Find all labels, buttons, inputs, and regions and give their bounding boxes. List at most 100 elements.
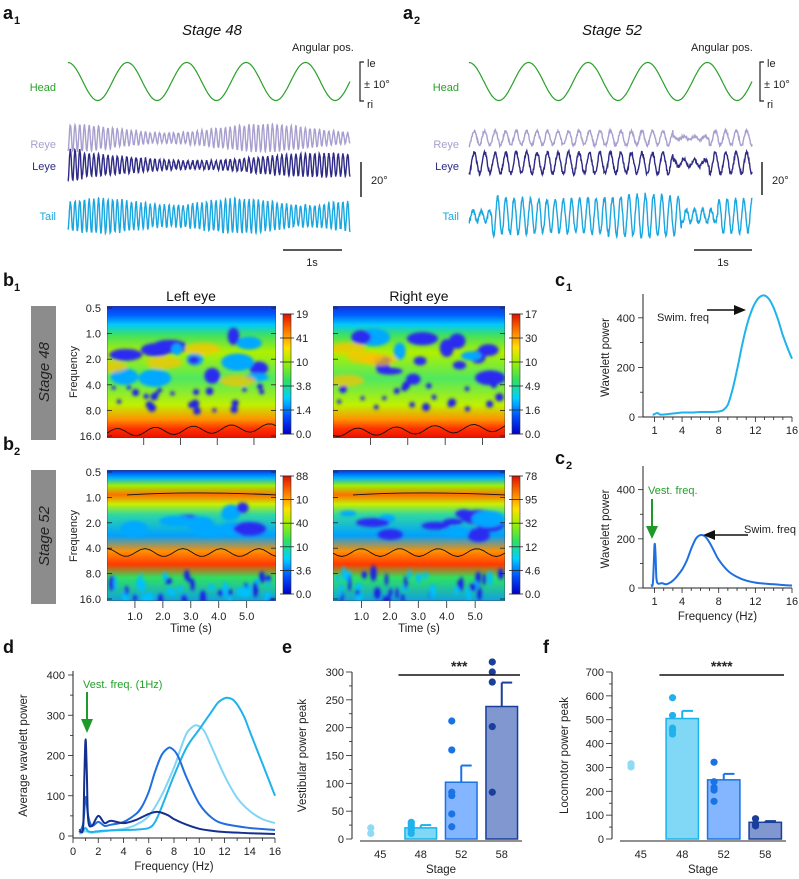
colorbar-label: 3.6 <box>296 565 311 577</box>
colorbar-label: 0.0 <box>525 589 540 601</box>
panel-label-e: e <box>282 637 292 657</box>
heatmap-blob <box>222 581 228 597</box>
xtick-label: 0 <box>70 846 76 858</box>
annotation-vest-freq-1hz: Vest. freq. (1Hz) <box>83 679 162 691</box>
ytick-label: 300 <box>586 762 604 774</box>
heatmap-blob <box>141 593 148 601</box>
heatmap-blob <box>233 521 267 536</box>
heatmap-blob <box>404 575 408 590</box>
data-point <box>710 758 718 766</box>
ytick-label: 200 <box>617 362 635 374</box>
panel-sub-c1: 1 <box>566 282 572 294</box>
heatmap-blob <box>167 586 173 596</box>
ytick-label: 2.0 <box>86 354 101 366</box>
trace-label-leye-a2: Leye <box>435 161 459 173</box>
heatmap-blob <box>140 343 171 357</box>
ytick-label: 100 <box>47 791 65 803</box>
heatmap-blob <box>190 578 195 591</box>
xtick-label: 52 <box>718 849 730 861</box>
ytick-label: 0 <box>338 834 344 846</box>
colorbar-label: 10 <box>296 357 308 369</box>
heatmap-blob <box>236 336 262 350</box>
stage-box-label-b1: Stage 48 <box>36 341 53 402</box>
series-line-stage-48 <box>78 696 276 834</box>
heatmap-blob <box>236 502 249 514</box>
panel-sub-c2: 2 <box>566 460 572 472</box>
time-scale-label-a1: 1s <box>306 257 318 269</box>
ytick-label: 200 <box>617 534 635 546</box>
xtick-label: 1.0 <box>354 611 369 623</box>
heatmap-blob <box>132 388 140 397</box>
data-point <box>488 668 496 676</box>
heatmap-blob <box>460 351 482 361</box>
panel-label-b1: b <box>3 270 14 290</box>
ytick-label: 4.0 <box>86 543 101 555</box>
heatmap-blob <box>231 399 239 407</box>
heatmap-b2-right-eye <box>333 470 505 601</box>
scale-20deg-a1: 20° <box>371 175 388 187</box>
data-point <box>367 829 375 838</box>
heatmap-blob <box>110 368 139 385</box>
heatmap-blob <box>154 391 160 397</box>
heatmap-blob <box>113 575 117 591</box>
ytick-label: 250 <box>326 695 344 707</box>
xtick-label: 5.0 <box>468 611 483 623</box>
heatmap-blob <box>107 360 127 373</box>
colorbar-label: 1.4 <box>296 405 311 417</box>
heatmap-blob <box>454 586 460 595</box>
ylabel-frequency-b1: Frequency <box>68 346 80 398</box>
scale-le-a1: le <box>367 58 376 70</box>
heatmap-blobs <box>335 509 505 601</box>
heatmap-blob <box>126 385 132 390</box>
colorbar-label: 0.0 <box>296 589 311 601</box>
xtick-label: 45 <box>374 849 386 861</box>
heatmap-blob <box>252 581 259 598</box>
heatmap-blob <box>491 382 497 389</box>
data-point <box>668 724 677 732</box>
heatmap-title-left-eye: Left eye <box>166 288 216 304</box>
xtick-label: 2.0 <box>155 611 170 623</box>
xtick-label: 4.0 <box>439 611 454 623</box>
colorbar-label: 3.8 <box>296 381 311 393</box>
heatmap-blob <box>259 389 265 395</box>
heatmap-blob <box>335 574 340 583</box>
ytick-label: 8.0 <box>86 569 101 581</box>
heatmap-blob <box>384 573 389 586</box>
heatmap-blob <box>347 575 352 592</box>
colorbar-label: 4.6 <box>525 565 540 577</box>
ytick-label: 200 <box>326 723 344 735</box>
heatmap-blob <box>393 342 406 360</box>
ytick-label: 50 <box>332 806 344 818</box>
ytick-label: 0 <box>598 834 604 846</box>
y-axis-title: Wavelett power <box>600 318 612 397</box>
xtick-label: 2 <box>95 846 101 858</box>
heatmap-b2-left-eye <box>107 470 276 601</box>
colorbar-label: 30 <box>525 333 537 345</box>
heatmap-blob <box>265 575 272 583</box>
y-axis-title: Vestibular power peak <box>297 699 309 812</box>
xtick-label: 1 <box>652 596 658 608</box>
stage-box-b2 <box>31 470 56 604</box>
heatmap-blob <box>351 330 372 345</box>
heatmap-blob <box>341 566 346 581</box>
colorbar-label: 41 <box>296 333 308 345</box>
xtick-label: 45 <box>635 849 647 861</box>
annotation-swim-freq: Swim. freq <box>657 312 709 324</box>
xtick-label: 4 <box>679 425 685 437</box>
heatmap-blob <box>181 594 188 601</box>
data-point <box>488 722 496 731</box>
colorbar-b2-right: 78 95 32 12 4.6 0.0 <box>509 471 540 601</box>
significance-stars: **** <box>711 658 733 674</box>
heatmap-b1-right-eye <box>333 306 505 438</box>
xlabel-time-left: Time (s) <box>170 623 212 635</box>
colorbar-b2-left: 88 10 40 10 3.6 0.0 <box>280 471 311 601</box>
colorbar-label: 1.6 <box>525 405 540 417</box>
xtick-label: 16 <box>786 425 798 437</box>
heatmap-blob <box>208 583 215 591</box>
stage-box-label-b2: Stage 52 <box>36 505 53 566</box>
panel-sub-b2: 2 <box>14 446 20 458</box>
series-line-stage-48 <box>652 294 793 416</box>
scale-ri-a2: ri <box>767 99 773 111</box>
y-axis-title: Average wavelett power <box>18 694 30 817</box>
yticks-b1: 0.5 1.0 2.0 4.0 8.0 16.0 <box>80 303 505 443</box>
